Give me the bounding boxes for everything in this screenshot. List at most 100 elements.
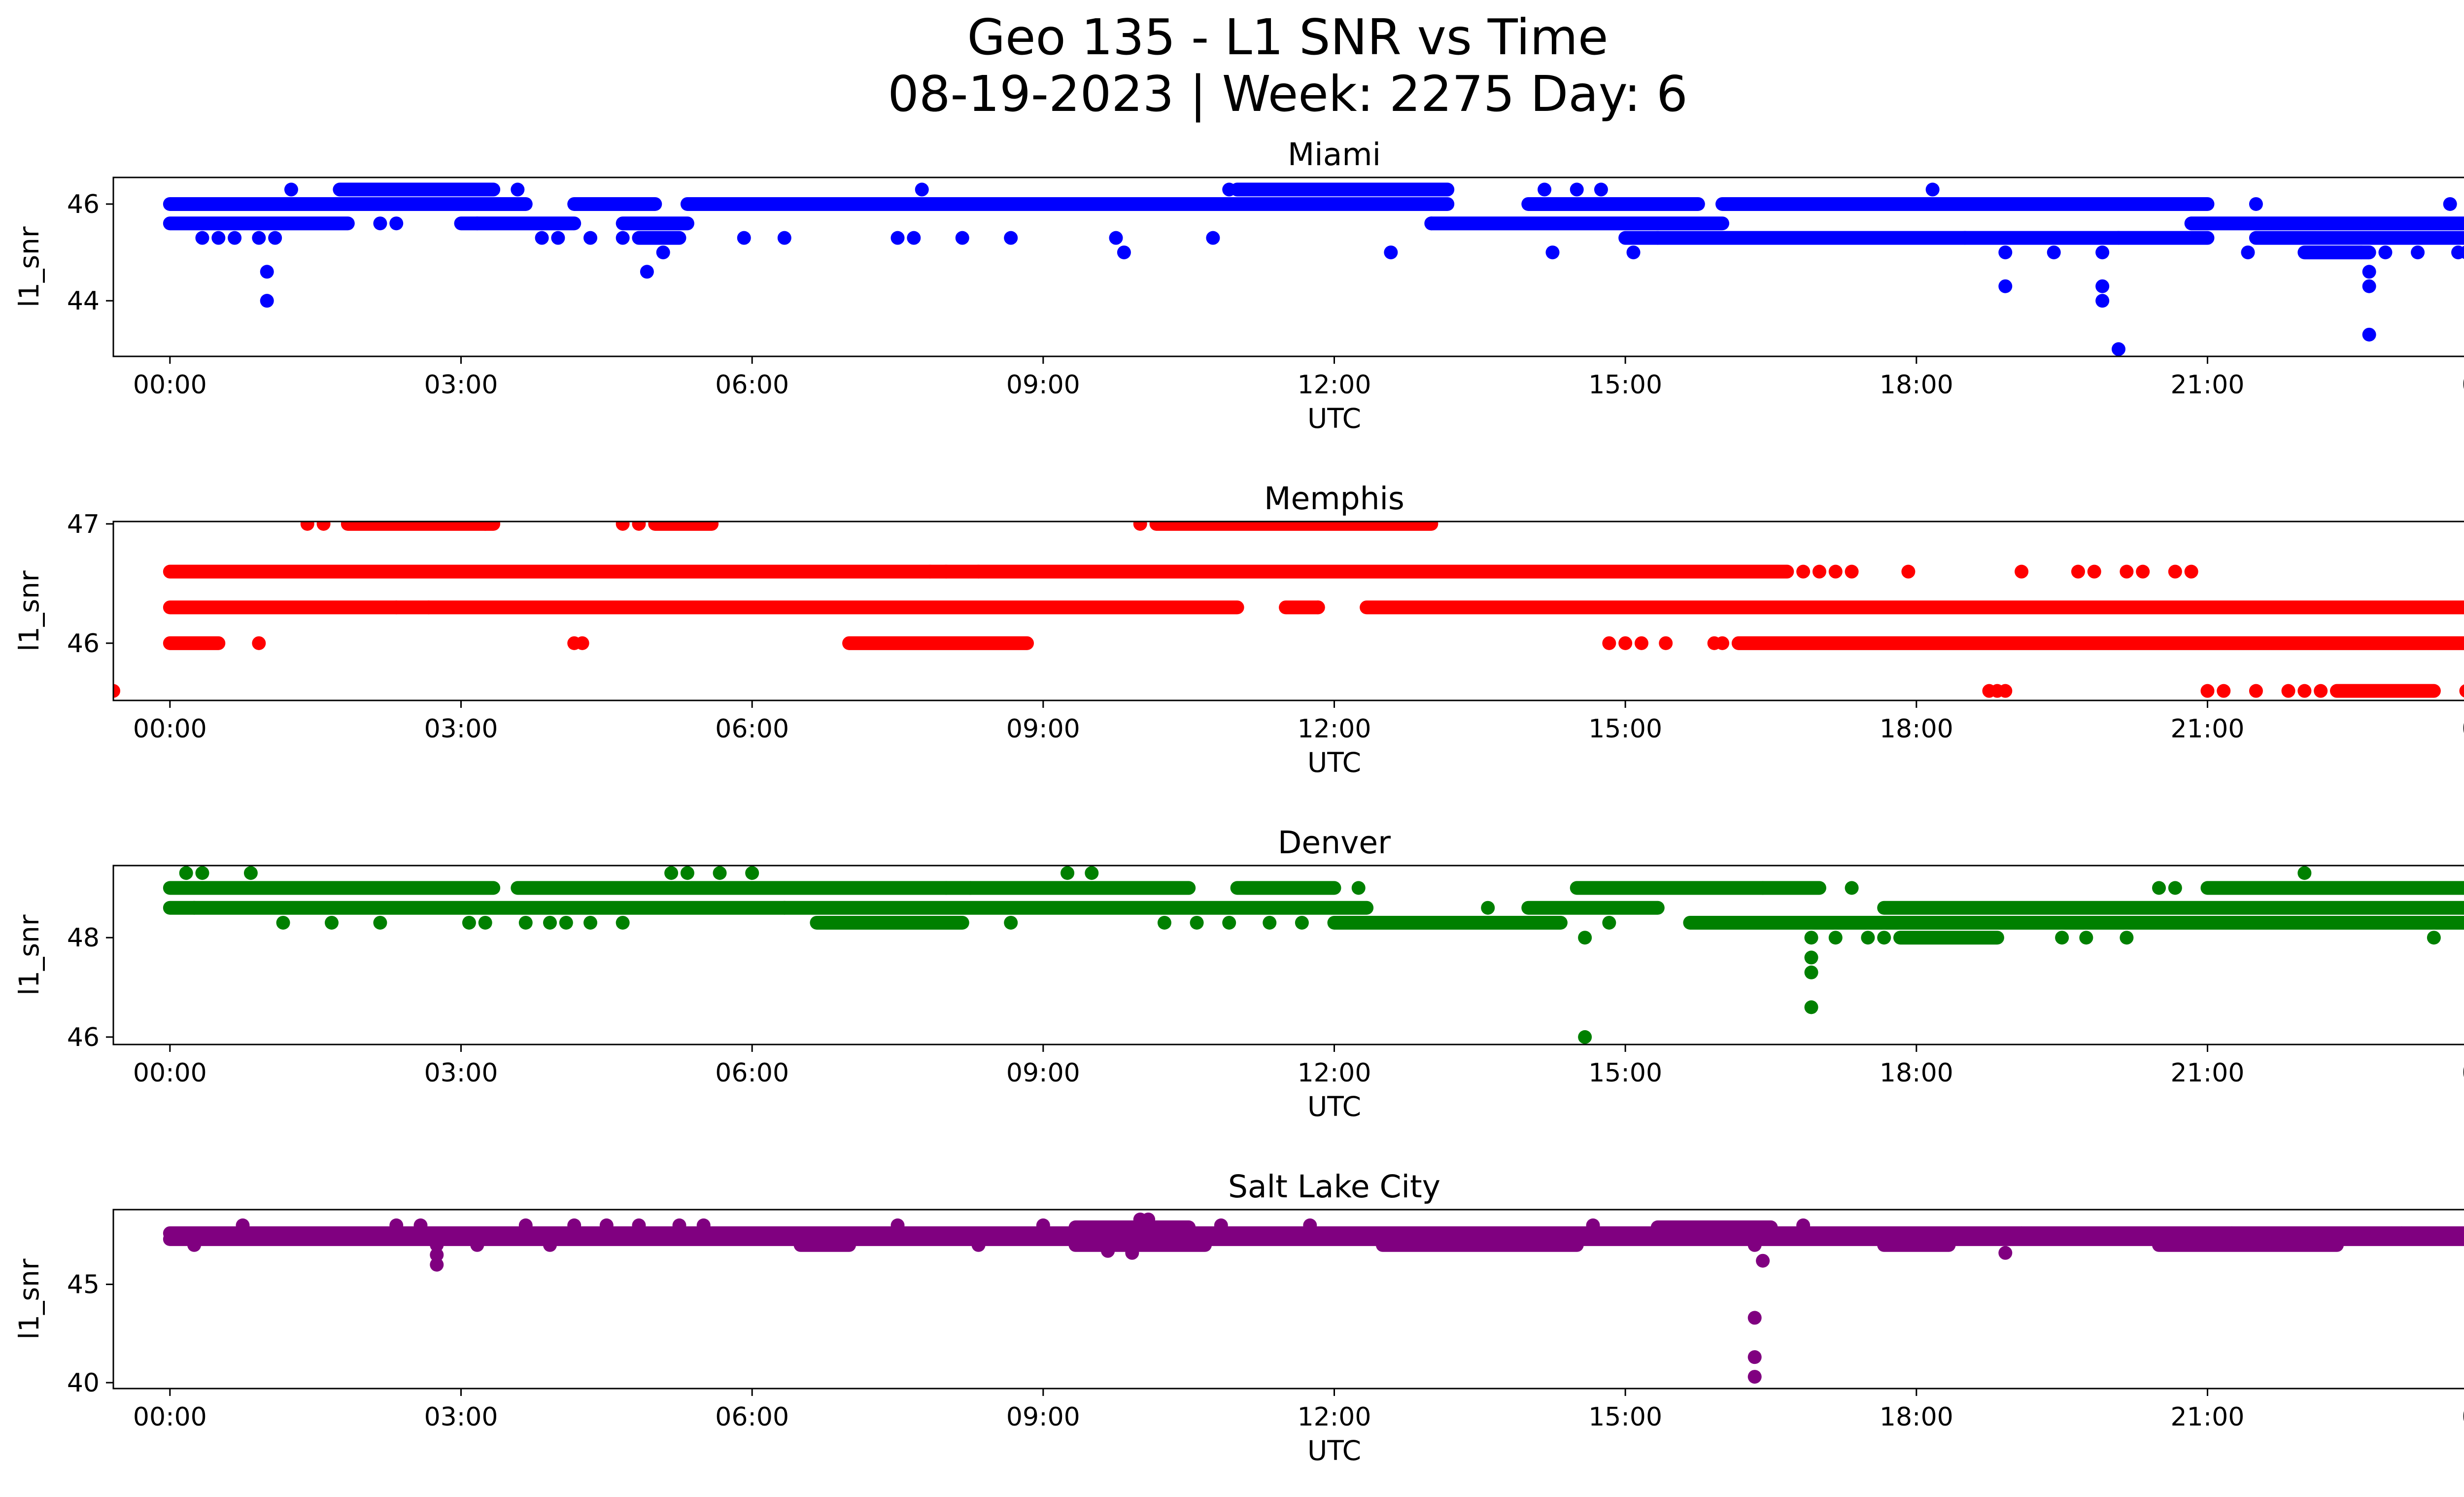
data-point [2362, 265, 2376, 279]
data-point [1901, 564, 1916, 579]
data-point [2200, 684, 2215, 698]
data-point [2095, 294, 2110, 308]
data-point [1481, 901, 1495, 915]
data-point [616, 522, 630, 531]
data-point [470, 216, 484, 231]
data-point [1570, 182, 1584, 197]
x-tick-label: 18:00 [1880, 714, 1953, 744]
data-point [2378, 245, 2393, 260]
data-point [1263, 915, 1277, 930]
data-point [535, 231, 549, 245]
x-tick-label: 21:00 [2171, 1058, 2245, 1088]
data-point [2079, 931, 2093, 945]
data-point [1747, 1370, 1762, 1384]
data-point [1618, 636, 1633, 650]
data-point [2217, 684, 2231, 698]
data-point [1061, 866, 1075, 880]
data-point [2087, 564, 2101, 579]
data-band [2152, 1238, 2344, 1252]
data-band [1715, 197, 2215, 211]
data-point [195, 866, 209, 880]
data-band [1327, 915, 1568, 930]
data-band [1424, 216, 1730, 231]
data-point [939, 881, 953, 895]
data-point [1578, 931, 1592, 945]
data-point [421, 600, 436, 615]
data-band [1877, 1238, 1956, 1252]
x-tick-label: 15:00 [1588, 714, 1662, 744]
x-tick-label: 00:00 [2462, 714, 2464, 744]
data-band [567, 197, 662, 211]
data-point [599, 1218, 614, 1232]
data-point [478, 522, 492, 531]
data-point [276, 915, 290, 930]
y-tick-label: 48 [67, 923, 100, 953]
data-point [713, 866, 727, 880]
data-band [163, 881, 501, 895]
data-point [543, 915, 557, 930]
data-point [2095, 279, 2110, 293]
x-tick-label: 03:00 [424, 1058, 498, 1088]
x-tick-label: 18:00 [1880, 1402, 1953, 1432]
data-point [195, 231, 209, 245]
data-point [1384, 245, 1398, 260]
data-point [583, 231, 598, 245]
data-point [1925, 182, 1940, 197]
data-point [2411, 245, 2425, 260]
data-point [228, 231, 242, 245]
data-point [616, 231, 630, 245]
data-point [2297, 866, 2312, 880]
data-point [413, 1218, 428, 1232]
data-point [236, 1218, 250, 1232]
y-tick-label: 46 [67, 190, 100, 219]
data-point [955, 231, 969, 245]
data-point [187, 1238, 202, 1252]
data-band [1230, 182, 1455, 197]
data-point [664, 866, 679, 880]
y-axis-label: l1_snr [13, 914, 45, 995]
subplot-title: Miami [1288, 137, 1381, 173]
data-point [939, 564, 953, 579]
data-point [252, 636, 266, 650]
data-point [1311, 600, 1325, 615]
data-point [1222, 182, 1236, 197]
data-point [1804, 965, 1818, 979]
data-point [2314, 684, 2328, 698]
data-point [745, 866, 759, 880]
data-point [1602, 915, 1616, 930]
subplot-title: Denver [1278, 825, 1391, 861]
data-band [333, 182, 501, 197]
data-point [640, 265, 654, 279]
data-point [890, 1218, 905, 1232]
data-point [923, 564, 937, 579]
data-point [1157, 915, 1171, 930]
data-point [389, 216, 404, 231]
data-point [1756, 881, 1770, 895]
data-point [2362, 279, 2376, 293]
x-tick-label: 12:00 [1298, 370, 1371, 400]
data-point [1634, 636, 1648, 650]
data-point [1109, 231, 1123, 245]
data-point [2241, 245, 2255, 260]
x-tick-label: 12:00 [1298, 1402, 1371, 1432]
data-band [1731, 636, 2464, 650]
data-band [1618, 231, 2215, 245]
data-point [324, 915, 339, 930]
data-band [163, 600, 1244, 615]
x-tick-label: 12:00 [1298, 714, 1371, 744]
data-point [268, 231, 282, 245]
data-point [1578, 1030, 1592, 1044]
data-point [518, 1218, 533, 1232]
data-point [1626, 245, 1641, 260]
data-point [1222, 915, 1236, 930]
data-band [1521, 197, 1705, 211]
data-point [672, 1218, 686, 1232]
data-band [842, 636, 1034, 650]
data-band [2184, 216, 2464, 231]
x-tick-label: 06:00 [715, 1058, 789, 1088]
data-point [1295, 182, 1309, 197]
data-point [2249, 197, 2263, 211]
data-band [341, 522, 501, 531]
data-point [1804, 1000, 1818, 1014]
data-point [211, 231, 226, 245]
